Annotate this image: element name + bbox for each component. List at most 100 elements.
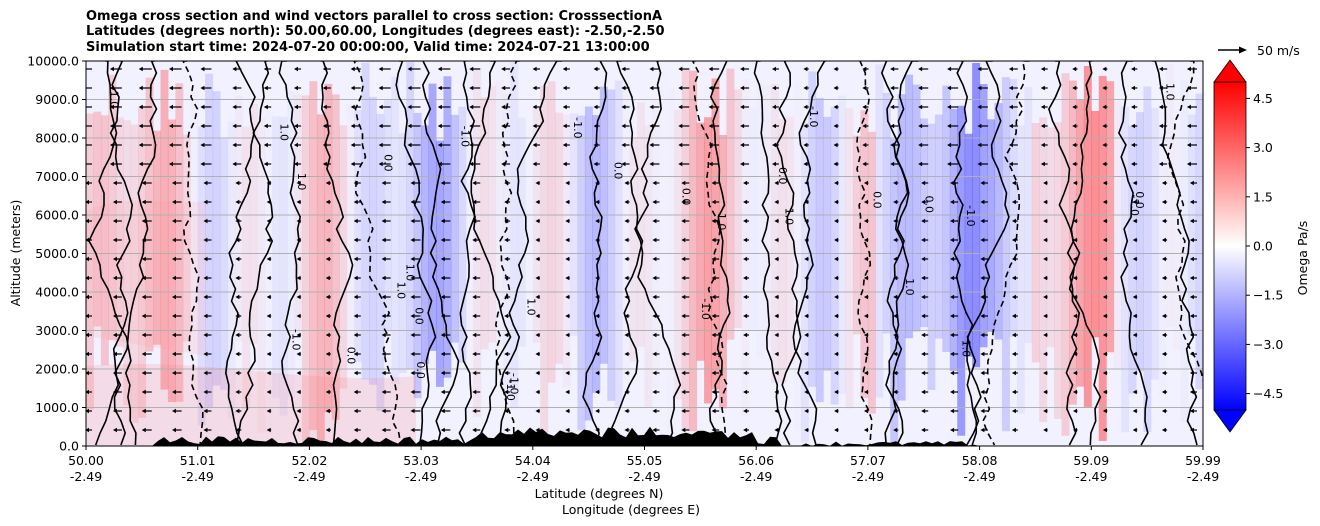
wind-vector-head bbox=[804, 408, 809, 414]
x-tick-label-lon: -2.49 bbox=[852, 469, 884, 484]
chart-title-line-2: Latitudes (degrees north): 50.00,60.00, … bbox=[86, 24, 665, 39]
omega-strip bbox=[1143, 86, 1152, 432]
wind-vector-head bbox=[138, 104, 143, 110]
wind-vector-head bbox=[1186, 161, 1191, 167]
contour-line bbox=[582, 61, 608, 446]
wind-vector-head bbox=[804, 199, 809, 205]
omega-strip bbox=[771, 83, 780, 384]
wind-vector-head bbox=[381, 351, 386, 357]
wind-vector-head bbox=[172, 218, 177, 224]
wind-vector-head bbox=[1186, 85, 1191, 91]
wind-vector-head bbox=[203, 313, 208, 319]
wind-vector-head bbox=[350, 142, 355, 148]
omega-strip bbox=[347, 104, 355, 344]
omega-strip bbox=[562, 114, 571, 388]
wind-vector-head bbox=[711, 351, 716, 357]
colorbar-tick-label: 4.5 bbox=[1253, 91, 1273, 106]
wind-vector-head bbox=[263, 66, 268, 72]
wind-vector-head bbox=[862, 85, 867, 91]
wind-vector-head bbox=[203, 332, 208, 338]
wind-vector-head bbox=[296, 351, 301, 357]
wind-vector-head bbox=[595, 370, 600, 376]
omega-strip bbox=[167, 119, 176, 403]
wind-vector-head bbox=[410, 313, 415, 319]
wind-vector-head bbox=[1132, 218, 1137, 224]
wind-vector-head bbox=[266, 313, 271, 319]
wind-vector-head bbox=[1158, 142, 1163, 148]
wind-vector-head bbox=[1008, 85, 1013, 91]
wind-vector-head bbox=[774, 180, 779, 186]
wind-vector-head bbox=[711, 389, 716, 395]
contour-line bbox=[1166, 61, 1203, 384]
wind-vector-head bbox=[472, 370, 477, 376]
wind-vector-head bbox=[1162, 447, 1166, 451]
contour-label: 1.0 bbox=[715, 213, 728, 231]
wind-vector-head bbox=[743, 313, 748, 319]
wind-vector-head bbox=[440, 275, 445, 281]
wind-vector-head bbox=[595, 275, 600, 281]
wind-vector-head bbox=[1073, 294, 1078, 300]
wind-vector-head bbox=[1008, 104, 1013, 110]
wind-vector-head bbox=[624, 447, 628, 451]
wind-vector-head bbox=[834, 389, 839, 395]
wind-vector-head bbox=[562, 85, 567, 91]
omega-strip bbox=[361, 62, 370, 380]
wind-vector-head bbox=[1158, 161, 1163, 167]
wind-vector-head bbox=[1131, 142, 1136, 148]
omega-strip bbox=[86, 113, 94, 410]
omega-strip bbox=[823, 116, 832, 371]
wind-vector-head bbox=[921, 180, 926, 186]
wind-vector-head bbox=[890, 142, 895, 148]
wind-vector-head bbox=[562, 66, 567, 72]
wind-vector-head bbox=[1161, 218, 1166, 224]
wind-vector-head bbox=[1158, 104, 1163, 110]
wind-vector-head bbox=[711, 370, 716, 376]
omega-strip bbox=[435, 140, 444, 387]
wind-vector-head bbox=[1040, 161, 1045, 167]
wind-vector-head bbox=[322, 85, 327, 91]
wind-vector-head bbox=[109, 142, 114, 148]
wind-vector-head bbox=[200, 142, 205, 148]
wind-vector-head bbox=[353, 256, 358, 262]
wind-vector-head bbox=[681, 351, 686, 357]
contour-line bbox=[884, 61, 919, 446]
wind-vector-head bbox=[381, 389, 386, 395]
wind-vector-head bbox=[532, 161, 537, 167]
wind-vector-head bbox=[353, 389, 358, 395]
wind-vector-head bbox=[86, 294, 89, 300]
wind-vector-head bbox=[565, 427, 570, 433]
wind-vector-head bbox=[1161, 294, 1166, 300]
wind-vector-head bbox=[203, 218, 208, 224]
contour-line bbox=[775, 61, 802, 446]
wind-vector-head bbox=[381, 427, 386, 433]
wind-vector-head bbox=[325, 218, 330, 224]
wind-vector-head bbox=[1102, 370, 1107, 376]
wind-vector-head bbox=[172, 389, 177, 395]
wind-vector-head bbox=[353, 408, 358, 414]
wind-vector-head bbox=[621, 123, 626, 129]
wind-vector-head bbox=[235, 408, 240, 414]
wind-vector-head bbox=[918, 142, 923, 148]
omega-strip bbox=[733, 89, 742, 328]
wind-vector-head bbox=[921, 313, 926, 319]
wind-vector-head bbox=[921, 332, 926, 338]
wind-vector-head bbox=[565, 408, 570, 414]
wind-vector-head bbox=[743, 351, 748, 357]
wind-vector-head bbox=[947, 161, 952, 167]
wind-vector-head bbox=[652, 351, 657, 357]
wind-vector-head bbox=[980, 313, 985, 319]
omega-strip bbox=[1166, 64, 1174, 327]
wind-vector-head bbox=[440, 370, 445, 376]
contour-line bbox=[855, 61, 873, 446]
wind-vector-head bbox=[863, 218, 868, 224]
wind-vector-head bbox=[980, 237, 985, 243]
wind-vector-head bbox=[1073, 427, 1078, 433]
wind-vector-head bbox=[325, 370, 330, 376]
terrain bbox=[86, 426, 1203, 446]
wind-vector-head bbox=[472, 199, 477, 205]
wind-vector-head bbox=[294, 161, 299, 167]
wind-vector-head bbox=[834, 351, 839, 357]
wind-vector-head bbox=[893, 275, 898, 281]
contour-label: 0.0 bbox=[611, 162, 624, 180]
